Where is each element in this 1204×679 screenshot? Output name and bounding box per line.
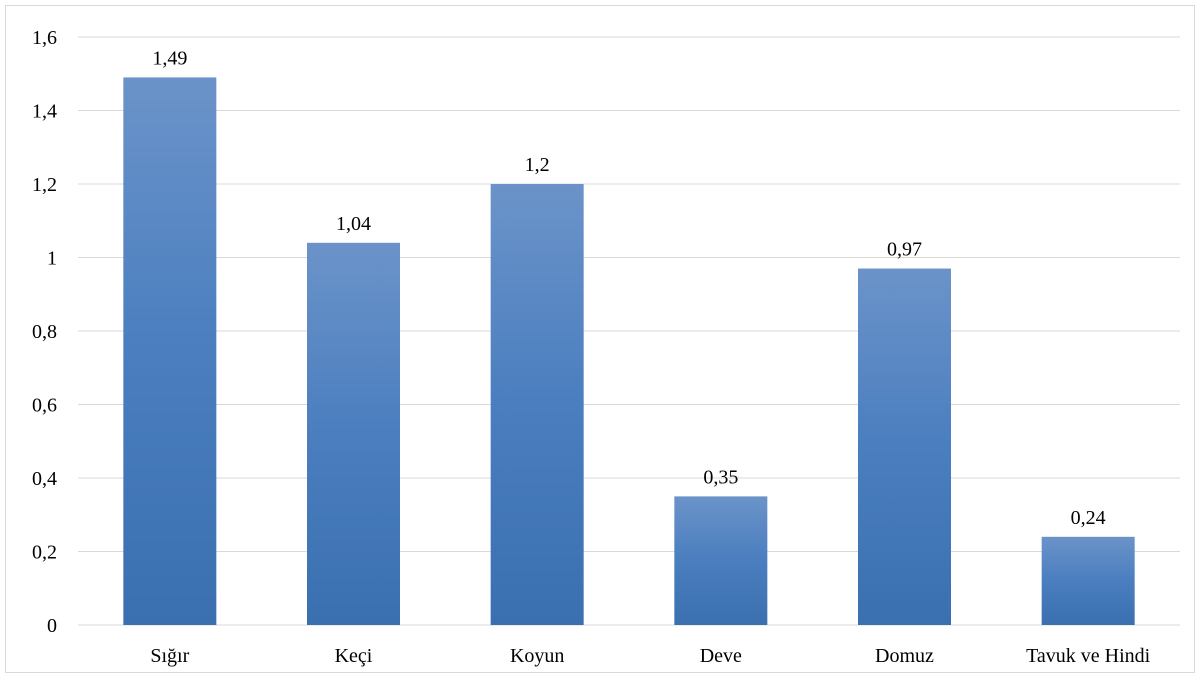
x-tick-label: Domuz: [875, 645, 934, 667]
gridlines: [78, 36, 1180, 626]
x-tick-label: Keçi: [335, 645, 373, 667]
y-tick-label: 0,2: [32, 542, 57, 564]
y-tick-label: 1,6: [32, 27, 57, 49]
y-tick-label: 0,6: [32, 395, 57, 417]
y-tick-label: 0: [47, 615, 57, 637]
data-label: 0,24: [1071, 507, 1106, 529]
x-tick-label: Koyun: [510, 645, 564, 667]
bar-3: [674, 496, 768, 625]
y-tick-label: 1,2: [32, 174, 57, 196]
x-tick-label: Deve: [700, 645, 742, 667]
bar-2: [490, 184, 584, 625]
data-label: 0,35: [703, 466, 738, 488]
y-tick-label: 1: [47, 248, 57, 270]
bar-5: [1041, 536, 1135, 625]
data-label: 1,49: [152, 47, 187, 69]
data-label: 1,2: [525, 154, 550, 176]
data-label: 0,97: [887, 239, 922, 261]
y-tick-label: 1,4: [32, 101, 57, 123]
x-tick-label: Tavuk ve Hindi: [1026, 645, 1151, 667]
x-tick-label: Sığır: [150, 645, 189, 667]
bar-1: [307, 242, 400, 626]
data-labels: 1,49 1,04 1,2 0,35 0,97 0,24: [152, 47, 1105, 528]
bars: [123, 77, 1135, 626]
bar-0: [123, 77, 217, 626]
y-axis-tick-labels: 0 0,2 0,4 0,6 0,8 1 1,2 1,4 1,6: [32, 27, 57, 637]
x-axis-tick-labels: Sığır Keçi Koyun Deve Domuz Tavuk ve Hindi: [150, 645, 1150, 667]
bar-4: [858, 268, 951, 625]
y-tick-label: 0,4: [32, 468, 57, 490]
y-tick-label: 0,8: [32, 321, 57, 343]
data-label: 1,04: [336, 213, 371, 235]
